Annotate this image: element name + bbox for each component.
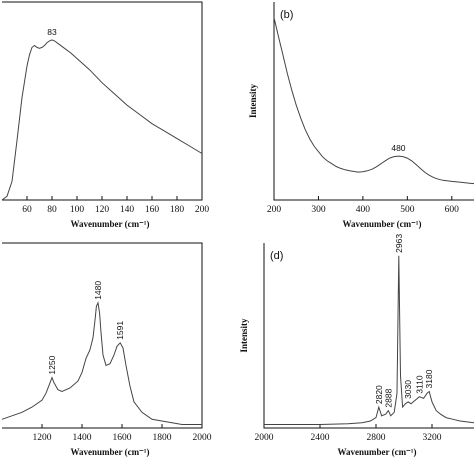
peak-annotation: 83 bbox=[47, 27, 57, 37]
peak-annotation: 2820 bbox=[374, 385, 384, 404]
x-tick-label: 80 bbox=[47, 205, 57, 215]
x-tick-label: 2000 bbox=[255, 433, 274, 443]
spectrum-line bbox=[273, 17, 474, 185]
x-tick-label: 60 bbox=[22, 205, 32, 215]
peak-annotation: 2963 bbox=[394, 234, 404, 253]
peak-annotation: 1250 bbox=[47, 355, 57, 374]
x-tick-label: 180 bbox=[170, 205, 185, 215]
spectrum-line bbox=[264, 255, 474, 425]
peak-annotation: 3030 bbox=[403, 380, 413, 399]
x-tick-label: 1800 bbox=[153, 433, 172, 443]
axis-frame bbox=[273, 2, 474, 201]
peak-annotation: 480 bbox=[391, 143, 405, 153]
peak-annotation: 3180 bbox=[424, 369, 434, 388]
x-tick-label: 160 bbox=[145, 205, 160, 215]
x-tick-label: 120 bbox=[95, 205, 110, 215]
panel-label: (d) bbox=[270, 250, 283, 262]
axis-frame bbox=[2, 242, 203, 429]
x-axis-label: Wavenumber (cm⁻¹) bbox=[70, 219, 149, 229]
x-tick-label: 2800 bbox=[367, 433, 386, 443]
x-tick-label: 100 bbox=[70, 205, 85, 215]
peak-annotation: 1480 bbox=[93, 281, 103, 300]
x-tick-label: 600 bbox=[445, 205, 460, 215]
axis-frame bbox=[2, 1, 203, 201]
y-axis-label: Intensity bbox=[239, 318, 249, 353]
x-tick-label: 200 bbox=[267, 205, 282, 215]
x-tick-label: 1400 bbox=[73, 433, 92, 443]
x-tick-label: 1600 bbox=[113, 433, 132, 443]
chart-panel-b: 200 300 400 500 600 Wavenumber (cm⁻¹) Intensit… bbox=[248, 2, 474, 229]
panel-label: (b) bbox=[280, 9, 293, 21]
x-tick-label: 400 bbox=[356, 205, 371, 215]
x-tick-label: 200 bbox=[195, 205, 210, 215]
x-axis-label: Wavenumber (cm⁻¹) bbox=[337, 447, 416, 457]
x-tick-label: 1200 bbox=[33, 433, 52, 443]
x-tick-label: 300 bbox=[311, 205, 326, 215]
chart-panel-a: 60 80 100 120 140 160 180 200 Wavenumber (cm⁻¹) 8… bbox=[1, 1, 210, 229]
peak-annotation: 3110 bbox=[414, 375, 424, 394]
chart-panel-c: 1200 1400 1600 1800 2000 Wavenumber (cm⁻¹) 125… bbox=[1, 242, 212, 457]
x-tick-label: 2400 bbox=[311, 433, 330, 443]
spectrum-line bbox=[1, 39, 203, 201]
x-tick-label: 2000 bbox=[193, 433, 212, 443]
y-axis-label: Intensity bbox=[248, 84, 258, 119]
chart-panel-d: 2000 2400 2800 3200 Wavenumber (cm⁻¹) Intensi… bbox=[239, 234, 474, 457]
spectrum-line bbox=[1, 301, 202, 425]
x-axis-label: Wavenumber (cm⁻¹) bbox=[70, 447, 149, 457]
x-tick-label: 500 bbox=[400, 205, 415, 215]
x-tick-label: 3200 bbox=[423, 433, 442, 443]
axis-frame bbox=[263, 243, 474, 429]
peak-annotation: 2888 bbox=[383, 388, 393, 407]
x-tick-label: 140 bbox=[120, 205, 135, 215]
x-axis-label: Wavenumber (cm⁻¹) bbox=[342, 219, 421, 229]
peak-annotation: 1591 bbox=[115, 321, 125, 340]
